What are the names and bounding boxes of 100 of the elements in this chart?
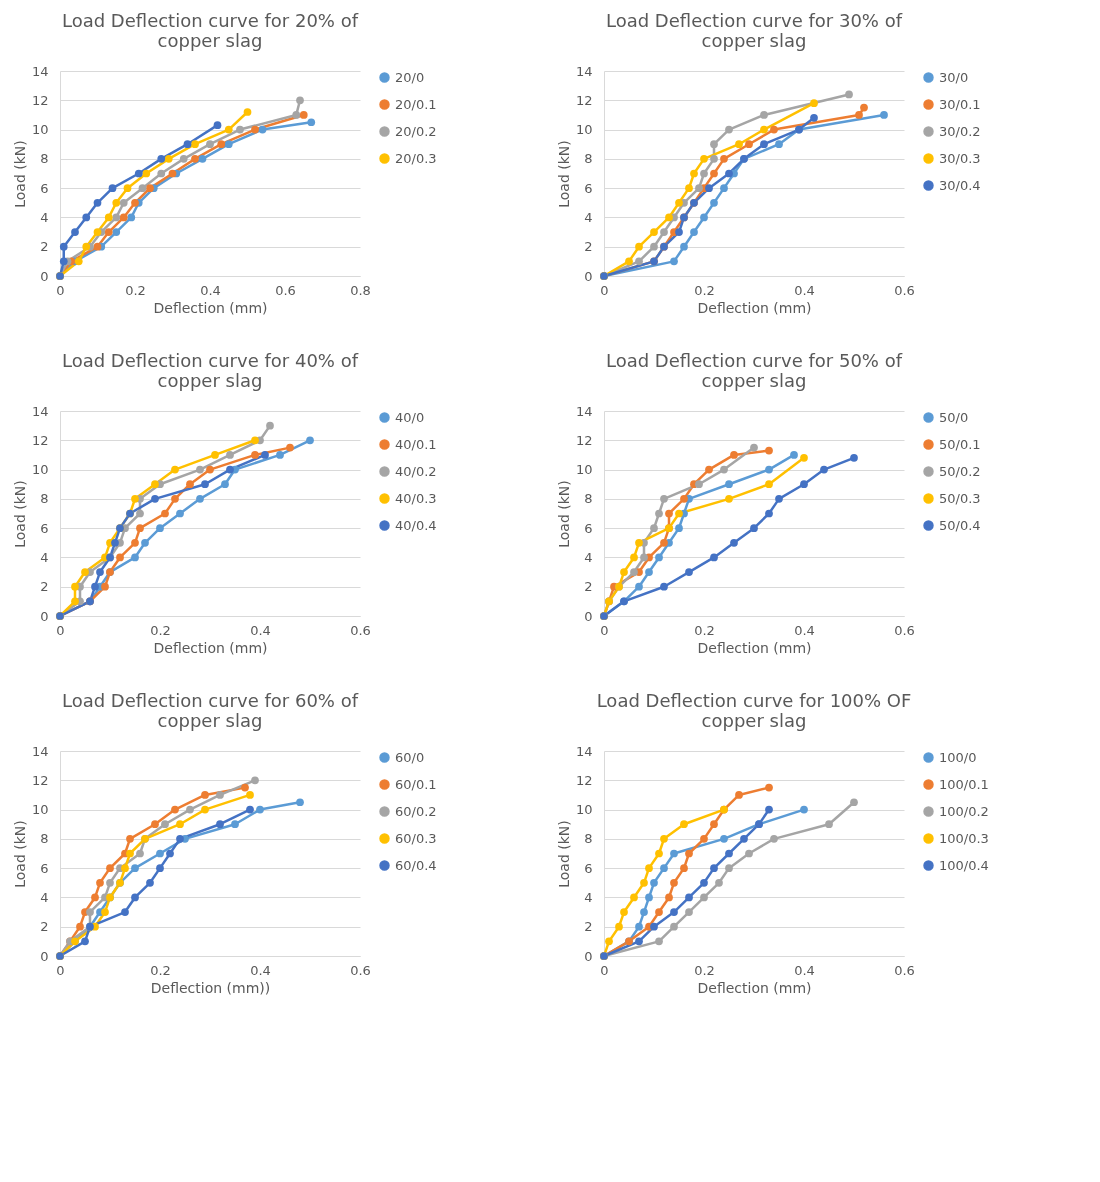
point xyxy=(151,820,159,829)
point xyxy=(71,597,79,606)
y-tick-label: 10 xyxy=(31,122,49,138)
point xyxy=(176,834,184,843)
point xyxy=(640,553,648,562)
y-tick-label: 2 xyxy=(584,239,593,255)
point xyxy=(71,582,79,591)
point xyxy=(665,893,673,902)
point xyxy=(775,140,783,149)
point xyxy=(665,509,673,518)
point xyxy=(700,154,708,163)
point xyxy=(134,169,143,178)
point xyxy=(655,849,663,858)
point xyxy=(685,568,693,576)
point xyxy=(292,111,301,119)
point xyxy=(710,198,718,207)
chart-title: Load Deflection curve for 60% of copper slag xyxy=(61,690,359,731)
y-tick-label: 4 xyxy=(584,549,593,565)
point xyxy=(765,480,773,489)
point xyxy=(700,893,708,902)
point xyxy=(760,125,768,134)
legend-label: 40/0 xyxy=(395,409,425,425)
point xyxy=(81,568,89,576)
point xyxy=(161,820,169,829)
y-tick-label: 0 xyxy=(584,268,593,284)
point xyxy=(76,922,84,931)
point xyxy=(216,791,224,799)
point xyxy=(720,834,728,843)
point xyxy=(765,805,773,814)
point xyxy=(700,834,708,843)
point xyxy=(635,242,643,251)
chart-title: Load Deflection curve for 50% of copper slag xyxy=(605,350,903,391)
point xyxy=(730,451,738,459)
point xyxy=(760,140,768,149)
point xyxy=(121,908,129,916)
legend-label: 50/0.2 xyxy=(939,463,981,479)
point xyxy=(635,538,643,547)
point xyxy=(745,849,753,858)
y-tick-label: 6 xyxy=(584,860,593,876)
point xyxy=(196,494,204,503)
point xyxy=(136,509,144,518)
point xyxy=(307,118,316,127)
point xyxy=(146,878,154,887)
x-tick-label: 0.2 xyxy=(694,622,715,638)
y-tick-label: 2 xyxy=(584,919,593,935)
point xyxy=(710,169,718,178)
point xyxy=(226,465,234,474)
point xyxy=(241,783,249,792)
x-tick-label: 0.2 xyxy=(150,962,171,978)
x-tick-label: 0.2 xyxy=(125,282,146,298)
y-axis-title: Load (kN) xyxy=(555,480,572,548)
point xyxy=(251,436,259,445)
point xyxy=(680,242,688,251)
point xyxy=(246,791,254,799)
point xyxy=(101,908,109,916)
point xyxy=(695,480,703,489)
point xyxy=(655,509,663,518)
point xyxy=(104,213,113,222)
y-tick-label: 14 xyxy=(575,63,593,79)
legend-label: 50/0 xyxy=(939,409,969,425)
x-tick-label: 0 xyxy=(56,282,65,298)
point xyxy=(685,184,693,193)
point xyxy=(221,480,229,489)
point xyxy=(740,834,748,843)
y-tick-label: 14 xyxy=(31,743,49,759)
point xyxy=(690,169,698,178)
point xyxy=(850,798,858,807)
point xyxy=(750,443,758,452)
point xyxy=(198,154,207,163)
legend-label: 40/0.4 xyxy=(395,517,437,533)
point xyxy=(258,125,267,134)
point xyxy=(695,184,703,193)
point xyxy=(765,509,773,518)
point xyxy=(231,820,239,829)
point xyxy=(730,538,738,547)
point xyxy=(800,805,808,814)
x-tick-label: 0.2 xyxy=(694,962,715,978)
point xyxy=(685,893,693,902)
y-tick-label: 4 xyxy=(40,209,49,225)
point xyxy=(605,937,613,946)
point xyxy=(645,568,653,576)
point xyxy=(620,568,628,576)
x-tick-label: 0.4 xyxy=(200,282,221,298)
point xyxy=(82,242,91,251)
point xyxy=(705,465,713,474)
point xyxy=(705,184,713,193)
point xyxy=(655,908,663,916)
point xyxy=(750,524,758,533)
x-tick-label: 0 xyxy=(600,962,609,978)
point xyxy=(206,140,214,149)
point xyxy=(251,451,259,459)
point xyxy=(765,446,773,455)
point xyxy=(131,494,139,503)
point xyxy=(635,257,643,266)
point xyxy=(810,113,818,122)
x-tick-label: 0.4 xyxy=(794,622,815,638)
point xyxy=(680,494,688,503)
legend-label: 50/0.1 xyxy=(939,436,981,452)
x-tick-label: 0.4 xyxy=(250,962,271,978)
x-tick-label: 0 xyxy=(600,622,609,638)
